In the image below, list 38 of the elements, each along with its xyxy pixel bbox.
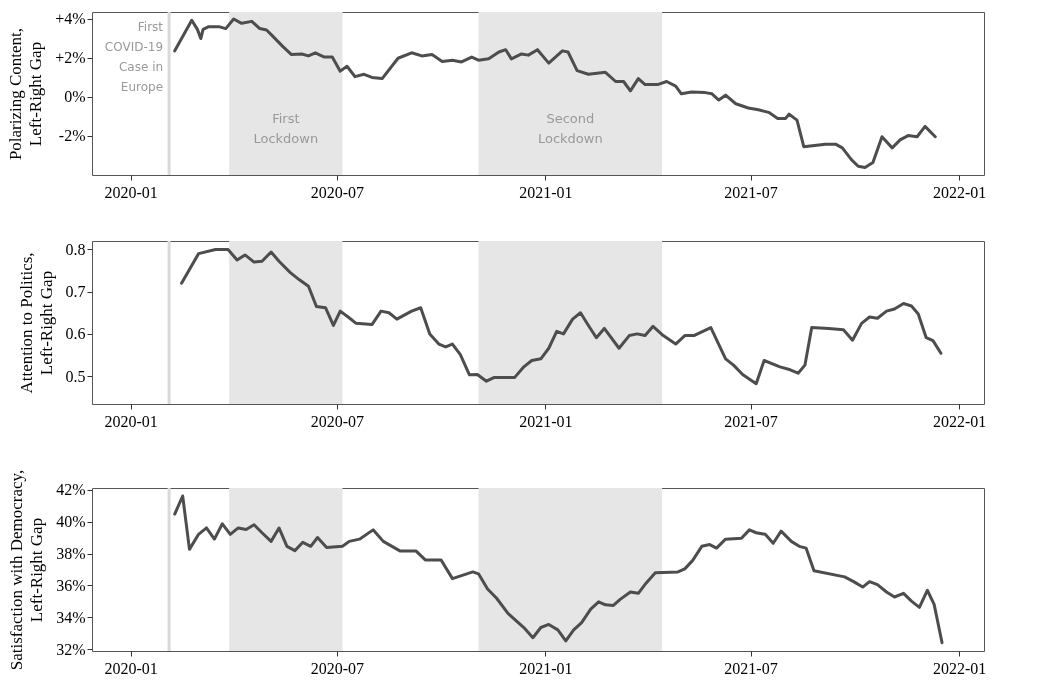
band-label: First Lockdown: [253, 111, 319, 147]
x-tick-label: 2020-01: [104, 659, 158, 677]
y-tick-label: 32%: [56, 640, 86, 658]
y-tick-label: 0%: [64, 88, 86, 106]
y-tick-label: 40%: [56, 513, 86, 531]
y-tick-label: -2%: [58, 127, 86, 145]
x-tick-label: 2020-01: [104, 183, 158, 201]
x-tick-label: 2021-01: [519, 412, 573, 430]
y-tick-label: 42%: [56, 481, 86, 499]
y-tick-label: +4%: [55, 10, 86, 28]
line-series: [173, 17, 937, 170]
ref-line-label: First COVID-19 Case in Europe: [104, 20, 164, 94]
x-tick-label: 2022-01: [932, 412, 987, 430]
x-tick-label: 2021-07: [724, 659, 778, 677]
y-tick-label: 0.5: [65, 367, 86, 385]
x-tick-label: 2021-01: [519, 659, 573, 677]
x-tick-label: 2021-01: [519, 183, 573, 201]
x-tick-label: 2020-07: [310, 659, 364, 677]
line-series: [180, 247, 943, 386]
y-axis-title: Satisfaction with Democracy, Left-Right Gap: [7, 469, 47, 671]
y-tick-label: 34%: [56, 608, 86, 626]
y-tick-label: 38%: [56, 545, 86, 563]
line-series: [173, 494, 944, 645]
x-tick-label: 2022-01: [932, 183, 987, 201]
y-tick-label: 0.6: [65, 325, 86, 343]
y-tick-label: 0.8: [65, 240, 86, 258]
x-tick-label: 2022-01: [932, 659, 987, 677]
x-tick-label: 2020-01: [104, 412, 158, 430]
x-tick-label: 2021-07: [724, 412, 778, 430]
x-tick-label: 2020-07: [310, 183, 364, 201]
y-tick-label: 0.7: [65, 283, 86, 301]
y-tick-label: +2%: [55, 49, 86, 67]
y-tick-label: 36%: [56, 576, 86, 594]
y-axis-title: Attention to Politics, Left-Right Gap: [16, 252, 56, 394]
band-label: Second Lockdown: [537, 111, 603, 147]
x-tick-label: 2021-07: [724, 183, 778, 201]
x-tick-label: 2020-07: [310, 412, 364, 430]
y-axis-title: Polarizing Content, Left-Right Gap: [6, 27, 46, 161]
